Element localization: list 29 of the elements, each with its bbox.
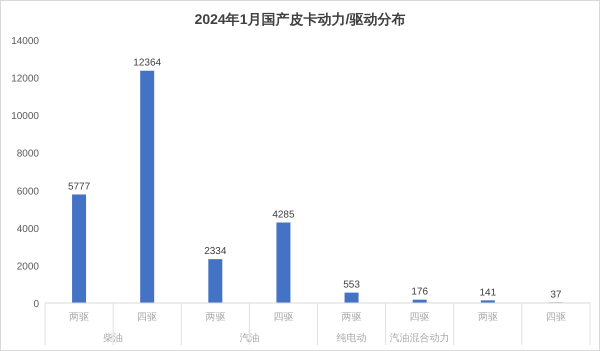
data-label: 141 — [479, 287, 497, 298]
text: 纯电动 — [336, 332, 367, 344]
x-tick-label: 两驱 — [478, 312, 498, 323]
text: 汽油混合动力 — [390, 332, 450, 344]
data-label: 176 — [411, 286, 428, 298]
data-label: 553 — [343, 280, 360, 291]
text: 柴油 — [103, 332, 124, 344]
x-tick-label: 四驱 — [546, 312, 566, 323]
y-tick-label: 6000 — [16, 186, 40, 198]
x-tick-label: 四驱 — [410, 312, 430, 323]
x-tick-label: 两驱 — [205, 312, 226, 323]
data-label: 37 — [550, 289, 562, 300]
data-label: 12364 — [133, 58, 162, 69]
y-tick-label: 2000 — [16, 261, 40, 272]
chart-title: 2024年1月国产皮卡动力/驱动分布 — [194, 11, 406, 27]
x-tick-label: 两驱 — [342, 312, 362, 323]
y-tick-label: 8000 — [16, 148, 40, 160]
y-tick-label: 10000 — [11, 111, 40, 122]
x-tick-label: 四驱 — [273, 312, 294, 323]
y-tick-label: 0 — [33, 299, 40, 310]
y-tick-label: 4000 — [16, 224, 40, 235]
text: 汽油 — [239, 332, 260, 344]
x-tick-label: 两驱 — [69, 312, 90, 323]
data-label: 5777 — [68, 181, 91, 192]
y-tick-label: 14000 — [11, 36, 40, 47]
data-label: 2334 — [204, 246, 227, 258]
x-tick-label: 四驱 — [137, 312, 158, 323]
y-tick-label: 12000 — [11, 74, 40, 85]
data-label: 4285 — [272, 210, 295, 221]
